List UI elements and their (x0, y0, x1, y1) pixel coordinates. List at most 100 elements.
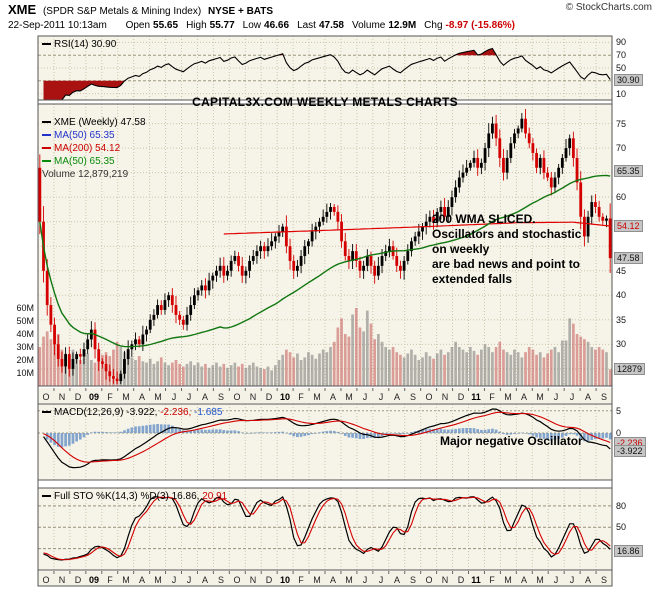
legend-swatch-icon (42, 495, 51, 498)
sto-axis-tick: 80 (616, 500, 627, 511)
macd-axis-tick: 5 (616, 405, 622, 416)
legend-swatch-icon (42, 147, 51, 150)
legend-swatch-icon (42, 43, 51, 46)
legend-text: MA(200) 54.12 (54, 143, 121, 154)
month-label: S (409, 575, 416, 585)
legend-swatch-icon (42, 121, 51, 124)
price-axis-tick: 30 (616, 339, 627, 350)
month-label: D (265, 575, 273, 585)
quote-value: 12.9M (388, 20, 417, 31)
month-label: J (378, 392, 384, 402)
month-label: O (42, 575, 50, 585)
volume-axis-tick: 30M (16, 342, 34, 352)
month-label: M (154, 392, 162, 402)
quote-label: Low (242, 20, 262, 31)
annotation-macd: Major negative Oscillator (440, 434, 583, 448)
quote-label: High (186, 20, 207, 31)
legend-text: Full STO %K(14,3) %D(3) (54, 491, 169, 502)
month-label: N (58, 575, 66, 585)
main-legend-item: XME (Weekly) 47.58 (42, 117, 146, 129)
legend-text: Volume 12,879,219 (42, 169, 129, 180)
month-label: D (74, 392, 82, 402)
main-legend-item: MA(50) 65.35 (42, 156, 115, 168)
month-label: 10 (279, 575, 290, 585)
legend-text: XME (Weekly) 47.58 (54, 117, 146, 128)
month-label: J (186, 392, 192, 402)
quote-value: 55.77 (209, 20, 235, 31)
legend-text: -2.236, (160, 407, 192, 418)
month-label: A (201, 575, 208, 585)
month-label: D (74, 575, 82, 585)
quote-label: Open (125, 20, 151, 31)
month-label: M (313, 575, 321, 585)
month-label: F (107, 575, 113, 585)
rsi-axis-tick: 50 (616, 63, 627, 73)
month-label: M (154, 575, 162, 585)
quote-value: 46.66 (264, 20, 290, 31)
ticker-name: (SPDR S&P Metals & Mining Index) (42, 6, 202, 17)
header-quote-row: 22-Sep-2011 10:13am Open 55.65 High 55.77 Lo… (8, 20, 652, 31)
macd-badge: -3.922 (614, 444, 646, 457)
price-axis-tick: 75 (616, 118, 627, 129)
rsi-axis-tick: 70 (616, 50, 627, 61)
main-legend-item: Volume 12,879,219 (42, 169, 128, 181)
quote-strip: Open 55.65 High 55.77 Low 46.66 Last 47.58 Volum… (126, 20, 523, 31)
price-badge: 47.58 (614, 252, 643, 265)
month-label: S (217, 392, 224, 402)
volume-axis-tick: 60M (16, 303, 34, 313)
month-label: A (520, 575, 527, 585)
sto-legend: Full STO %K(14,3) %D(3) 16.86, 20.91 (42, 491, 227, 503)
month-label: J (378, 575, 384, 585)
rsi-axis-tick: 90 (616, 37, 627, 48)
month-label: S (600, 392, 607, 402)
volume-axis-tick: 50M (16, 316, 34, 326)
copyright: © StockCharts.com (565, 2, 652, 13)
legend-text: 16.86, (171, 491, 200, 502)
datetime: 22-Sep-2011 10:13am (8, 20, 107, 31)
rsi-legend: RSI(14) 30.90 (42, 39, 116, 51)
quote-value: 55.65 (153, 20, 179, 31)
month-label: J (186, 575, 192, 585)
month-label: M (504, 392, 512, 402)
month-label: A (138, 392, 145, 402)
month-label: A (201, 392, 208, 402)
month-label: 09 (88, 575, 99, 585)
watermark-title: CAPITAL3X.COM WEEKLY METALS CHARTS (192, 95, 458, 109)
sto-value-badge: 16.86 (614, 544, 643, 557)
month-label: A (520, 392, 527, 402)
chart-header: © StockCharts.com XME (SPDR S&P Metals &… (8, 2, 652, 31)
month-label: S (409, 392, 416, 402)
month-label: M (536, 392, 544, 402)
month-label: 11 (471, 575, 481, 585)
price-axis-tick: 70 (616, 143, 627, 154)
rsi-value-badge: 30.90 (614, 74, 643, 87)
exchange: NYSE + BATS (207, 6, 274, 17)
month-label: N (58, 392, 66, 402)
month-label: D (265, 392, 273, 402)
legend-text: -1.685 (194, 407, 223, 418)
macd-legend: MACD(12,26,9) -3.922, -2.236, -1.685 (42, 407, 222, 419)
main-legend-item: MA(50) 65.35 (42, 130, 115, 142)
month-label: J (553, 392, 559, 402)
volume-axis-tick: 40M (16, 329, 34, 339)
month-label: A (584, 575, 591, 585)
sto-axis-tick: 50 (616, 522, 627, 533)
macd-axis-tick: 0 (616, 428, 622, 439)
month-label: D (457, 392, 465, 402)
month-label: N (441, 392, 449, 402)
legend-text: -3.922, (126, 407, 158, 418)
month-label: A (393, 575, 400, 585)
month-label: A (329, 575, 336, 585)
month-label: O (425, 392, 433, 402)
rsi-axis-tick: 10 (616, 88, 627, 99)
legend-text: MA(50) 65.35 (54, 130, 115, 141)
month-label: O (42, 392, 50, 402)
month-label: N (441, 575, 449, 585)
quote-value: -8.97 (-15.86%) (445, 20, 515, 31)
ticker-symbol: XME (8, 2, 37, 17)
month-label: D (457, 575, 465, 585)
legend-text: MA(50) 65.35 (54, 156, 115, 167)
month-label: F (489, 575, 495, 585)
